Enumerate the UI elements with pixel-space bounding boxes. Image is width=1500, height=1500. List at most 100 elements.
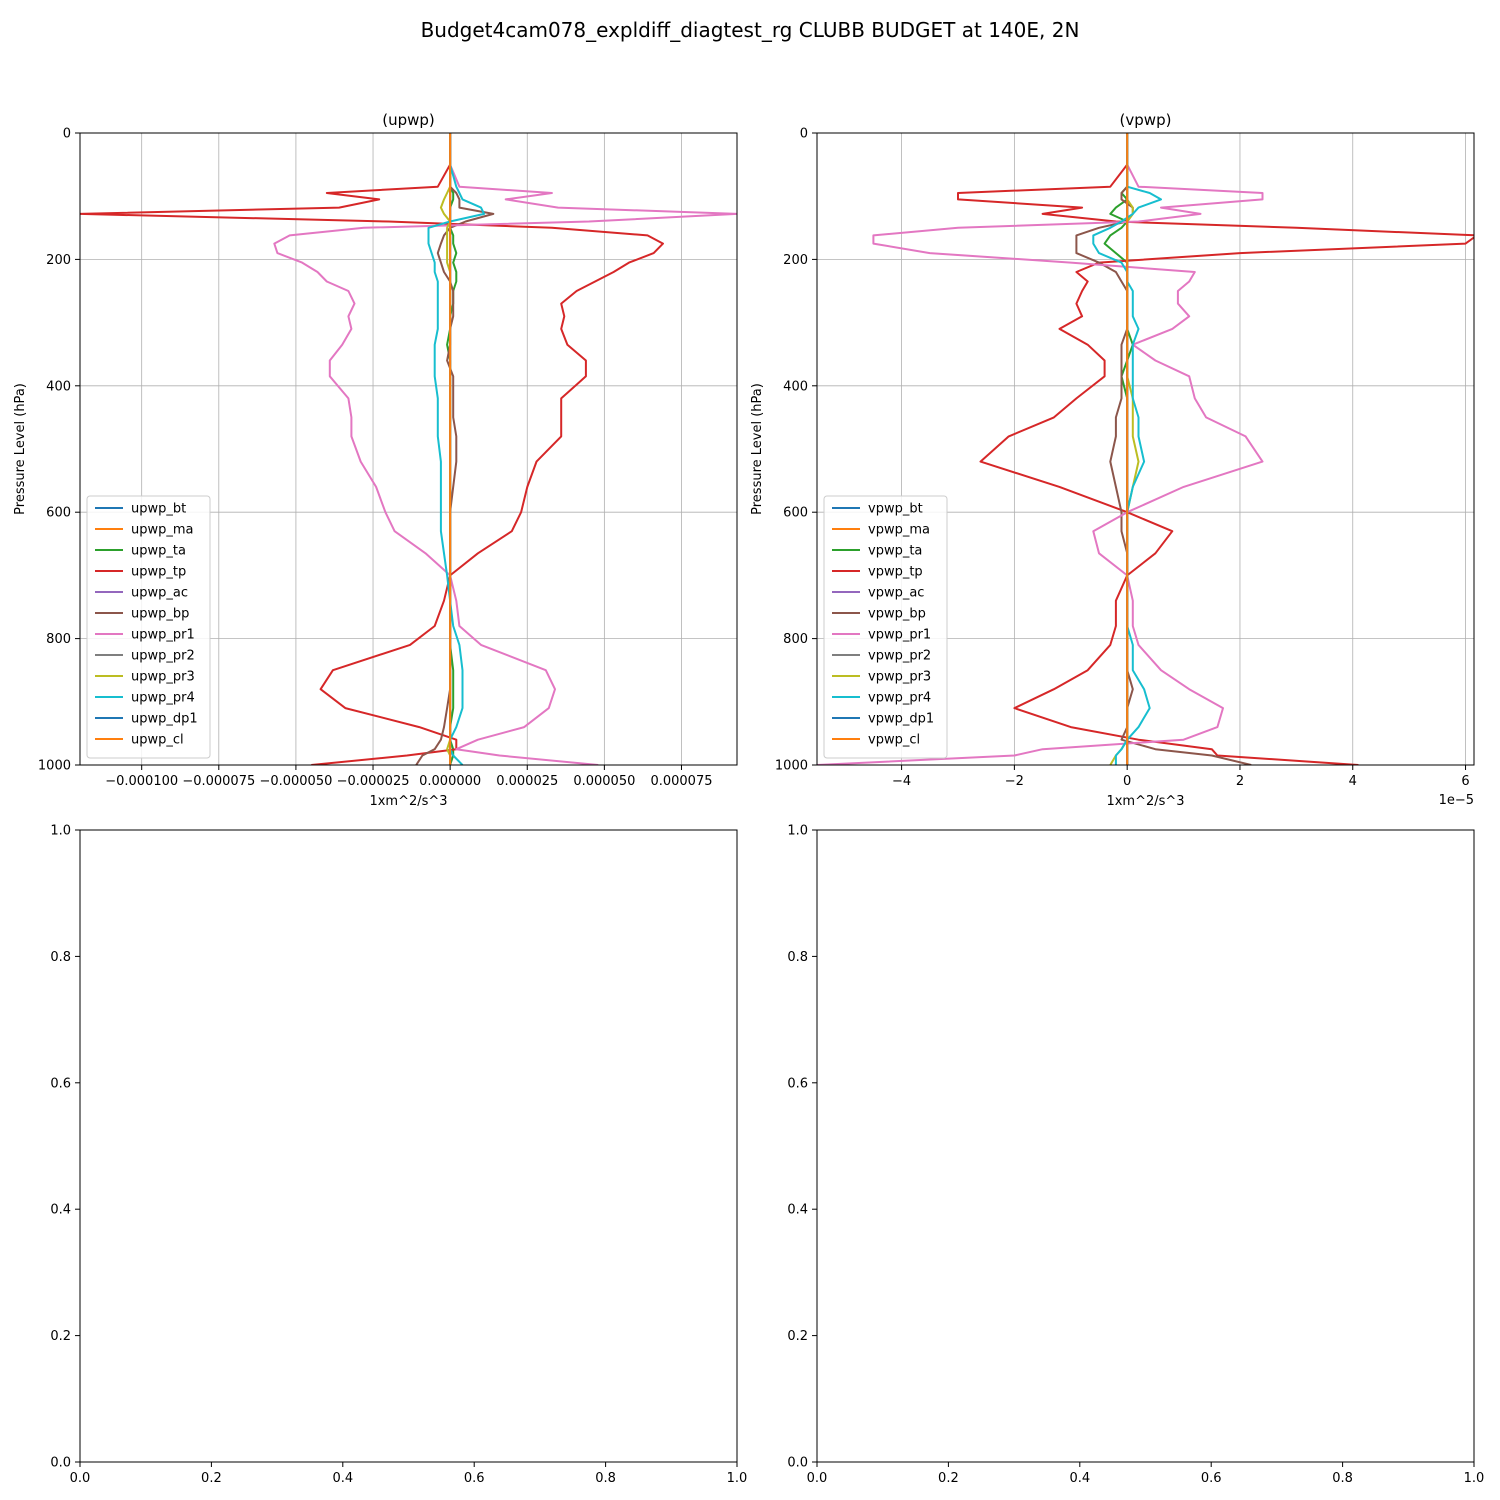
x-tick-label: 0.2: [201, 1471, 222, 1486]
y-tick-label: 0.2: [50, 1329, 71, 1344]
series-line-vpwp_tp: [957, 133, 1474, 765]
y-tick-label: 0.4: [50, 1203, 71, 1218]
x-tick-label: 6: [1461, 774, 1469, 789]
y-tick-label: 0.0: [50, 1456, 71, 1471]
subplot-title: (vpwp): [1120, 111, 1172, 129]
x-tick-label: 2: [1236, 774, 1244, 789]
legend-label: vpwp_ac: [868, 586, 924, 601]
series-line-vpwp_pr4: [1092, 133, 1162, 765]
subplot-title: (upwp): [382, 111, 435, 129]
y-tick-label: 1000: [38, 759, 71, 774]
x-tick-label: 0.000000: [419, 774, 481, 789]
x-tick-label: 1.0: [727, 1471, 748, 1486]
x-tick-label: 0.4: [1069, 1471, 1090, 1486]
x-tick-label: 0.000075: [650, 774, 712, 789]
y-tick-label: 1000: [775, 759, 808, 774]
x-tick-label: −0.000100: [105, 774, 178, 789]
x-axis-label: 1xm^2/s^3: [1106, 794, 1184, 809]
panel-2: −4 −2 0 2 4 6 0 200 400 600 800 1000 (vpwp) 1xm^2/s^3…: [750, 111, 1475, 809]
legend-label: upwp_dp1: [131, 712, 198, 727]
legend-label: upwp_bp: [131, 607, 189, 622]
axes-frame: [816, 132, 1475, 766]
legend-label: vpwp_cl: [868, 733, 920, 748]
y-tick-label: 0.6: [50, 1076, 71, 1091]
legend-label: upwp_ac: [131, 586, 188, 601]
y-tick-label: 1.0: [50, 824, 71, 839]
legend-label: upwp_pr3: [131, 670, 195, 685]
legend-label: upwp_ma: [131, 523, 194, 538]
y-tick-label: 800: [783, 632, 808, 647]
x-tick-label: 0.2: [938, 1471, 959, 1486]
y-tick-label: 600: [46, 506, 71, 521]
y-tick-label: 200: [46, 253, 71, 268]
legend-label: vpwp_bt: [868, 502, 923, 517]
x-tick-label: −2: [1005, 774, 1024, 789]
x-axis-label: 1xm^2/s^3: [369, 794, 447, 809]
x-tick-label: −4: [892, 774, 911, 789]
legend-label: vpwp_ta: [868, 544, 922, 559]
panel-4: 0.0 0.2 0.4 0.6 0.8 1.0 0.0 0.2 0.4 0.6 0.8 1.0: [787, 824, 1484, 1487]
x-tick-label: 0.8: [595, 1471, 616, 1486]
y-tick-label: 0: [800, 127, 808, 142]
y-tick-label: 0: [63, 127, 71, 142]
x-tick-label: 0.8: [1332, 1471, 1353, 1486]
y-tick-label: 0.2: [787, 1329, 808, 1344]
legend-label: vpwp_pr2: [868, 649, 931, 664]
legend-label: upwp_pr4: [131, 691, 195, 706]
x-tick-label: 0.6: [1201, 1471, 1222, 1486]
legend-label: vpwp_pr4: [868, 691, 931, 706]
x-tick-label: 1.0: [1464, 1471, 1485, 1486]
y-tick-label: 200: [783, 253, 808, 268]
series-group: [817, 133, 1474, 765]
x-tick-label: 4: [1349, 774, 1357, 789]
axes-frame: [816, 829, 1475, 1463]
legend-label: vpwp_ma: [868, 523, 930, 538]
legend-box: [823, 495, 948, 759]
legend: vpwp_bt vpwp_ma vpwp_ta vpwp_tp vpwp_ac vpwp_…: [823, 495, 948, 759]
series-line-upwp_pr4: [427, 133, 486, 765]
y-tick-label: 400: [46, 379, 71, 394]
x-tick-label: 0.0: [807, 1471, 828, 1486]
x-tick-label: 0.0: [70, 1471, 91, 1486]
x-tick-label: −0.000025: [337, 774, 410, 789]
legend-label: vpwp_pr1: [868, 628, 931, 643]
axes-frame: [79, 132, 738, 766]
plot-area: [817, 830, 1474, 1462]
legend-label: vpwp_pr3: [868, 670, 931, 685]
x-tick-label: 0.000025: [496, 774, 558, 789]
legend-label: upwp_tp: [131, 565, 186, 580]
y-tick-label: 600: [783, 506, 808, 521]
legend-label: upwp_pr1: [131, 628, 195, 643]
legend-label: upwp_bt: [131, 502, 186, 517]
y-axis-label: Pressure Level (hPa): [750, 383, 765, 515]
x-tick-label: −0.000050: [259, 774, 332, 789]
figure-title: Budget4cam078_expldiff_diagtest_rg CLUBB…: [421, 18, 1080, 42]
x-tick-label: −0.000075: [182, 774, 255, 789]
legend-label: vpwp_bp: [868, 607, 926, 622]
legend-label: upwp_cl: [131, 733, 184, 748]
x-offset-text: 1e−5: [1439, 793, 1474, 808]
axes-frame: [79, 829, 738, 1463]
series-line-upwp_pr1: [273, 133, 737, 765]
y-tick-label: 0.8: [50, 950, 71, 965]
x-tick-label: 0: [1123, 774, 1131, 789]
legend-label: vpwp_tp: [868, 565, 923, 580]
series-line-upwp_tp: [80, 133, 664, 765]
y-tick-label: 0.8: [787, 950, 808, 965]
panel-1: −0.000100 −0.000075 −0.000050 −0.000025 0.00…: [13, 111, 738, 809]
series-group: [80, 133, 737, 765]
y-tick-label: 400: [783, 379, 808, 394]
plot-area: [80, 830, 737, 1462]
y-tick-label: 800: [46, 632, 71, 647]
y-axis-label: Pressure Level (hPa): [13, 383, 28, 515]
legend-label: upwp_pr2: [131, 649, 195, 664]
series-line-vpwp_pr1: [817, 133, 1264, 765]
y-tick-label: 0.4: [787, 1203, 808, 1218]
legend-box: [86, 495, 211, 759]
y-tick-label: 0.6: [787, 1076, 808, 1091]
legend-label: upwp_ta: [131, 544, 186, 559]
legend-label: vpwp_dp1: [868, 712, 934, 727]
x-tick-label: 0.000050: [573, 774, 635, 789]
x-tick-label: 0.6: [464, 1471, 485, 1486]
